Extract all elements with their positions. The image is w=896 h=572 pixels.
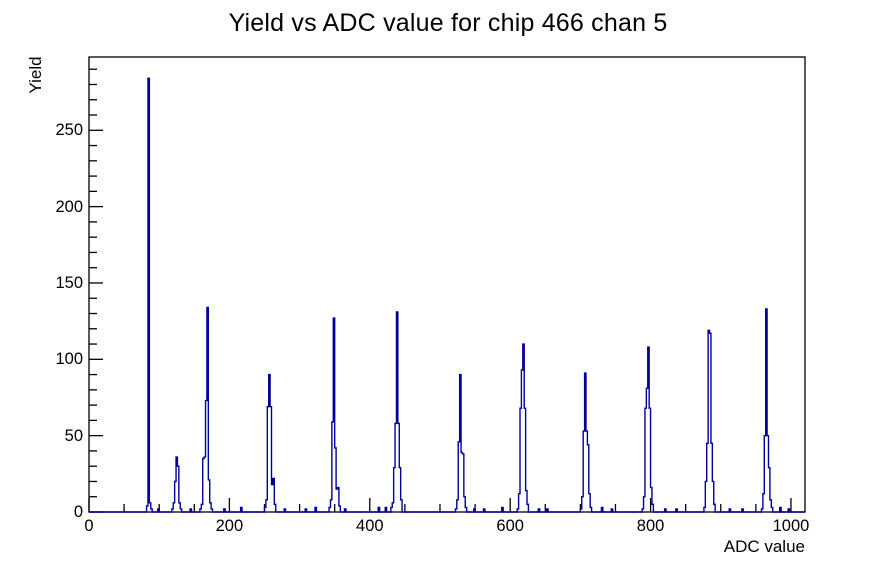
x-tick-label: 400 [356,517,384,535]
plot-frame [88,56,806,513]
x-tick-label: 800 [636,517,665,535]
x-axis-title: ADC value [723,537,805,556]
y-tick-label: 200 [55,197,83,216]
histogram-line [89,77,805,513]
x-tick-label: 1000 [772,517,810,535]
y-tick-label: 50 [64,426,83,445]
x-tick-label: 200 [215,517,244,535]
y-tick-label: 250 [55,121,83,140]
x-tick-label: 0 [84,517,94,535]
y-tick-label: 150 [55,273,83,292]
y-tick-label: 100 [55,350,83,369]
chart-title: Yield vs ADC value for chip 466 chan 5 [228,9,668,37]
x-tick-label: 600 [496,517,524,535]
y-tick-label: 0 [73,503,83,521]
